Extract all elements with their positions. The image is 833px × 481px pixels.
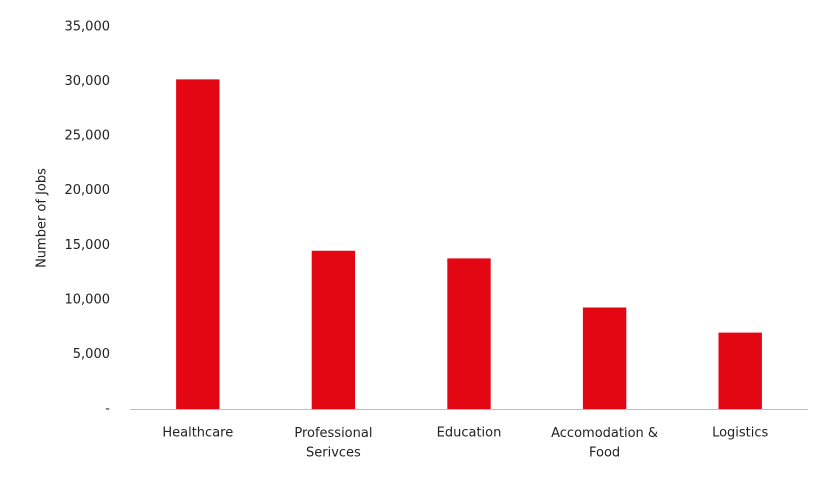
x-tick-label: Accomodation & Food: [551, 426, 658, 461]
y-tick-label: 20,000: [65, 183, 111, 198]
x-tick-label: Logistics: [712, 426, 768, 441]
x-tick-label: Education: [437, 426, 502, 441]
bar: [176, 79, 220, 409]
y-tick-label: 5,000: [73, 347, 110, 362]
y-tick-label: 35,000: [65, 20, 111, 35]
y-tick-label: 25,000: [65, 129, 111, 144]
y-tick-label: 10,000: [65, 292, 111, 307]
y-axis-label: Number of Jobs: [35, 168, 50, 268]
bar: [447, 258, 491, 409]
bar: [582, 307, 627, 409]
x-tick-label: Professional Serivces: [294, 426, 372, 461]
x-tick-label: Healthcare: [162, 426, 233, 441]
y-tick-label: -: [105, 402, 110, 417]
y-tick-label: 15,000: [65, 238, 111, 253]
bar: [718, 332, 762, 409]
bar: [311, 250, 356, 409]
y-tick-label: 30,000: [65, 74, 111, 89]
